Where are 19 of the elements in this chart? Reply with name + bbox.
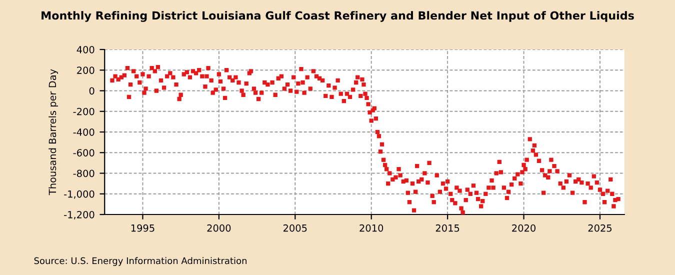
x-tick-label: 2000: [207, 224, 231, 232]
y-tick-label: -1,200: [64, 210, 94, 220]
y-tick-label: 0: [89, 87, 94, 95]
source-note: Source: U.S. Energy Information Administration: [34, 257, 247, 266]
y-tick-label: 400: [76, 46, 94, 54]
x-tick-label: 2010: [360, 224, 384, 232]
x-tick-label: 2020: [512, 224, 536, 232]
y-tick-label: -800: [73, 170, 94, 178]
x-tick-label: 2025: [588, 224, 612, 232]
x-tick-label: 1995: [131, 224, 154, 232]
y-axis-title: Thousand Barrels per Day: [48, 69, 58, 196]
y-tick-label: -200: [73, 108, 94, 116]
x-tick-label: 2015: [436, 224, 460, 232]
x-tick-label: 2005: [283, 224, 307, 232]
chart-title: Monthly Refining District Louisiana Gulf Coast Refinery and Blender Net Input of Other Liquids: [42, 11, 634, 22]
y-tick-label: -400: [73, 128, 94, 136]
y-tick-label: 200: [77, 66, 94, 74]
y-tick-label: -600: [73, 149, 94, 156]
y-tick-label: -1,000: [64, 190, 94, 199]
